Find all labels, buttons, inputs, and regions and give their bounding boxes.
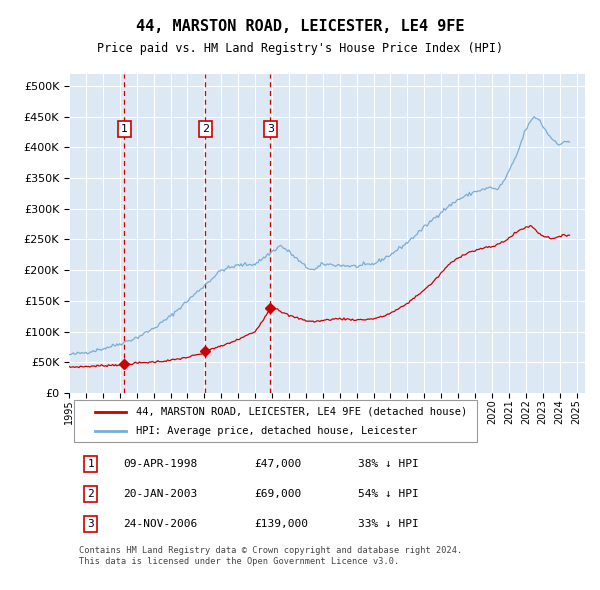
Text: 44, MARSTON ROAD, LEICESTER, LE4 9FE (detached house): 44, MARSTON ROAD, LEICESTER, LE4 9FE (de…: [136, 407, 467, 417]
Text: £69,000: £69,000: [255, 489, 302, 499]
Text: 44, MARSTON ROAD, LEICESTER, LE4 9FE: 44, MARSTON ROAD, LEICESTER, LE4 9FE: [136, 19, 464, 34]
Text: 20-JAN-2003: 20-JAN-2003: [123, 489, 197, 499]
Text: 3: 3: [87, 519, 94, 529]
Text: 3: 3: [267, 124, 274, 134]
Text: 1: 1: [87, 459, 94, 469]
Text: 2: 2: [202, 124, 209, 134]
FancyBboxPatch shape: [74, 401, 476, 442]
Text: 54% ↓ HPI: 54% ↓ HPI: [358, 489, 419, 499]
Text: 24-NOV-2006: 24-NOV-2006: [123, 519, 197, 529]
Text: 2: 2: [87, 489, 94, 499]
Text: £139,000: £139,000: [255, 519, 309, 529]
Text: Price paid vs. HM Land Registry's House Price Index (HPI): Price paid vs. HM Land Registry's House …: [97, 42, 503, 55]
Text: 38% ↓ HPI: 38% ↓ HPI: [358, 459, 419, 469]
Text: £47,000: £47,000: [255, 459, 302, 469]
Text: 1: 1: [121, 124, 128, 134]
Text: Contains HM Land Registry data © Crown copyright and database right 2024.
This d: Contains HM Land Registry data © Crown c…: [79, 546, 463, 566]
Text: 33% ↓ HPI: 33% ↓ HPI: [358, 519, 419, 529]
Text: 09-APR-1998: 09-APR-1998: [123, 459, 197, 469]
Text: HPI: Average price, detached house, Leicester: HPI: Average price, detached house, Leic…: [136, 426, 418, 436]
